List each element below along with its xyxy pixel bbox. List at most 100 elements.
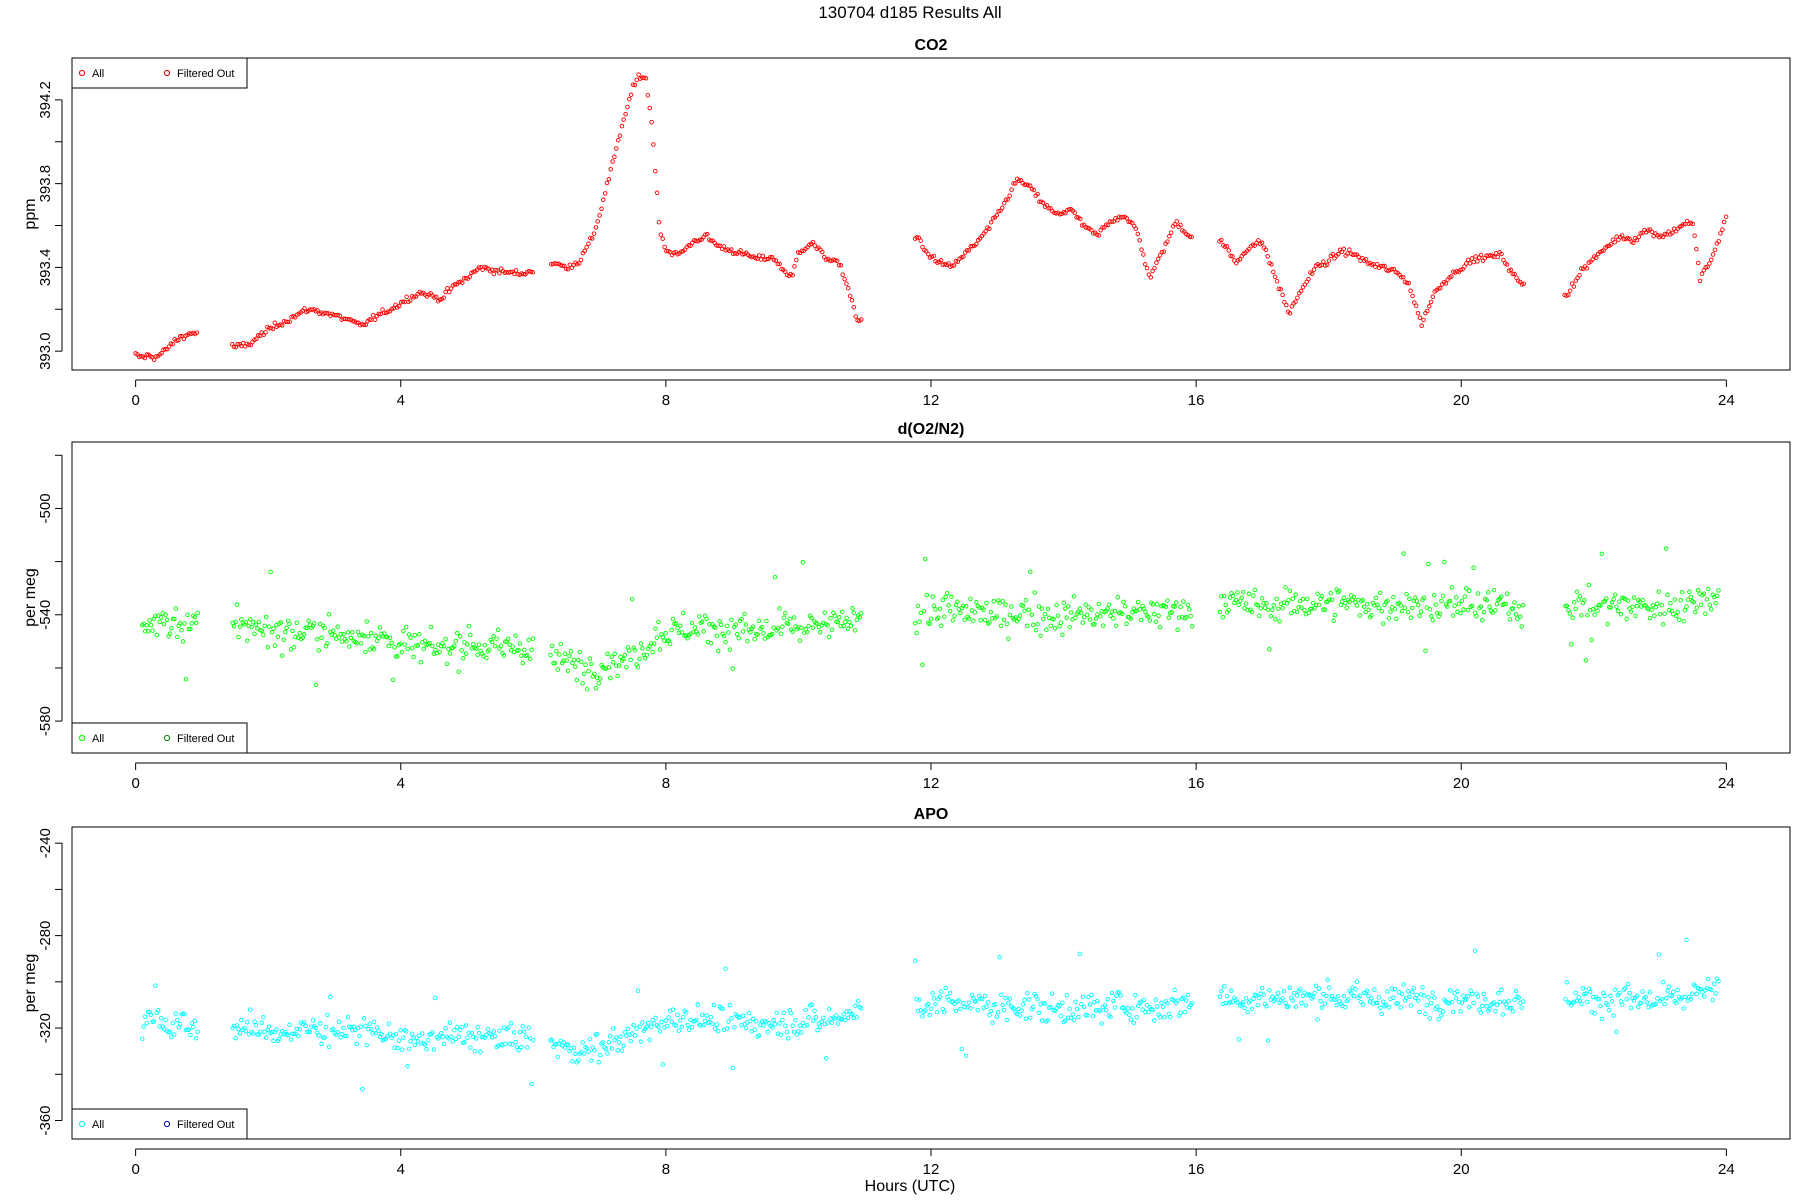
- apo-data-point: [1315, 1017, 1320, 1022]
- o2n2-data-point: [1709, 607, 1714, 612]
- apo-data-point: [914, 996, 919, 1002]
- apo-data-point: [294, 1026, 300, 1032]
- o2n2-data-point: [1086, 604, 1091, 610]
- o2n2-data-point: [1273, 617, 1278, 622]
- apo-data-point: [406, 1046, 412, 1051]
- co2-data-point: [595, 219, 600, 224]
- apo-data-point: [1297, 987, 1303, 992]
- apo-data-point: [231, 1023, 237, 1029]
- o2n2-data-point: [462, 640, 467, 645]
- co2-data-point: [1219, 237, 1224, 243]
- apo-data-point: [724, 1026, 730, 1032]
- o2n2-data-point: [667, 641, 673, 647]
- o2n2-data-point: [345, 630, 351, 635]
- o2n2-data-point: [1003, 602, 1008, 607]
- apo-data-point: [638, 1039, 644, 1044]
- apo-data-point: [419, 1031, 425, 1036]
- co2-data-point: [946, 261, 951, 266]
- apo-data-point: [678, 1018, 683, 1023]
- o2n2-data-point: [838, 623, 843, 629]
- co2-data-point: [662, 244, 667, 250]
- co2-data-point: [771, 257, 777, 263]
- o2n2-data-point: [358, 641, 364, 646]
- apo-data-point: [1599, 1016, 1605, 1022]
- o2n2-data-point: [1459, 598, 1465, 604]
- apo-data-point: [710, 1021, 715, 1027]
- apo-data-point: [1079, 1002, 1084, 1007]
- o2n2-data-point: [950, 618, 956, 623]
- o2n2-data-point: [1057, 623, 1062, 629]
- apo-data-point: [169, 1034, 174, 1040]
- apo-data-point: [516, 1047, 521, 1053]
- o2n2-data-point: [322, 625, 327, 631]
- o2n2-data-point: [928, 616, 934, 621]
- co2-data-point: [1495, 254, 1501, 260]
- co2-data-point: [246, 342, 252, 347]
- co2-data-point: [1274, 278, 1280, 284]
- co2-data-point: [691, 238, 697, 243]
- apo-legend-marker: [163, 1120, 171, 1128]
- o2n2-data-point: [1154, 602, 1160, 607]
- apo-data-point: [530, 1038, 536, 1043]
- o2n2-data-point: [678, 623, 683, 628]
- co2-data-point: [142, 355, 148, 361]
- apo-data-point: [1143, 1009, 1148, 1015]
- o2n2-data-point: [1599, 551, 1605, 557]
- apo-data-point: [1134, 1015, 1139, 1020]
- co2-data-point: [170, 341, 175, 347]
- apo-data-point: [1407, 994, 1412, 1000]
- co2-data-point: [790, 273, 795, 278]
- apo-data-point: [1369, 996, 1374, 1001]
- co2-data-point: [255, 333, 261, 338]
- o2n2-data-point: [1255, 602, 1261, 608]
- co2-data-point: [777, 261, 782, 267]
- o2n2-data-point: [787, 616, 792, 621]
- apo-data-point: [670, 1007, 676, 1012]
- apo-data-point: [958, 1006, 963, 1012]
- o2n2-data-point: [377, 625, 383, 630]
- co2-data-point: [647, 105, 652, 111]
- co2-data-point: [768, 254, 773, 260]
- o2n2-data-point: [1055, 613, 1061, 618]
- apo-data-point: [163, 1017, 168, 1022]
- apo-data-point: [1319, 1005, 1325, 1011]
- apo-data-point: [637, 1024, 642, 1029]
- o2n2-data-point: [1586, 582, 1592, 588]
- o2n2-data-point: [1262, 605, 1268, 610]
- apo-data-point: [570, 1059, 575, 1064]
- o2n2-data-point: [739, 616, 744, 622]
- apo-data-point: [1146, 1009, 1151, 1015]
- o2n2-data-point: [549, 643, 555, 649]
- co2-data-point: [1111, 219, 1116, 224]
- co2-data-point: [630, 82, 636, 87]
- apo-data-point: [1265, 1038, 1271, 1043]
- apo-data-point: [485, 1026, 491, 1032]
- co2-data-point: [1709, 257, 1714, 263]
- apo-data-point: [1420, 985, 1425, 990]
- o2n2-data-point: [548, 652, 553, 658]
- apo-data-point: [1399, 991, 1405, 997]
- o2n2-data-point: [1398, 603, 1403, 608]
- apo-data-point: [411, 1035, 416, 1040]
- apo-data-point: [1099, 1021, 1104, 1026]
- o2n2-data-point: [946, 603, 951, 608]
- co2-data-point: [601, 197, 606, 203]
- apo-data-point: [363, 1023, 368, 1029]
- o2n2-data-point: [755, 632, 760, 637]
- o2n2-data-point: [249, 624, 254, 630]
- apo-data-point: [452, 1027, 457, 1033]
- apo-data-point: [765, 1029, 771, 1035]
- apo-data-point: [186, 1027, 192, 1032]
- o2n2-data-point: [1296, 604, 1301, 610]
- apo-data-point: [732, 1024, 737, 1030]
- apo-data-point: [415, 1039, 421, 1044]
- o2n2-data-point: [234, 602, 240, 607]
- o2n2-data-point: [1630, 604, 1635, 609]
- o2n2-data-point: [679, 630, 685, 635]
- co2-data-point: [1712, 247, 1718, 253]
- apo-data-point: [1453, 996, 1459, 1001]
- o2n2-data-point: [1287, 588, 1293, 593]
- o2n2-data-point: [367, 647, 372, 652]
- o2n2-data-point: [142, 628, 148, 634]
- apo-data-point: [1487, 1006, 1492, 1012]
